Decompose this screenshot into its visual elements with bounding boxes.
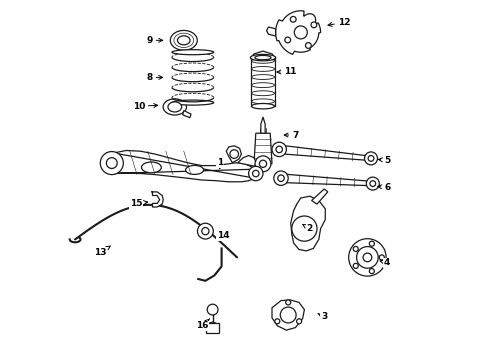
Polygon shape [254, 133, 272, 164]
Circle shape [368, 156, 374, 161]
Ellipse shape [177, 36, 190, 45]
Circle shape [272, 142, 286, 157]
Circle shape [305, 42, 311, 48]
Ellipse shape [142, 162, 161, 173]
Circle shape [248, 166, 263, 181]
Polygon shape [312, 189, 328, 204]
Circle shape [252, 170, 259, 177]
Circle shape [259, 160, 267, 167]
Text: 2: 2 [303, 224, 313, 233]
Circle shape [296, 319, 302, 324]
Text: 13: 13 [94, 246, 110, 257]
Circle shape [207, 304, 218, 315]
Circle shape [353, 246, 358, 251]
Ellipse shape [171, 31, 197, 50]
Circle shape [285, 37, 291, 43]
Polygon shape [272, 300, 304, 330]
Ellipse shape [251, 104, 274, 109]
Circle shape [292, 216, 317, 241]
Circle shape [291, 17, 296, 22]
Ellipse shape [255, 55, 271, 60]
Circle shape [294, 26, 307, 39]
Text: 1: 1 [217, 158, 223, 168]
Circle shape [370, 181, 376, 186]
Text: 6: 6 [378, 183, 391, 192]
Circle shape [230, 150, 239, 158]
Circle shape [255, 156, 271, 172]
Circle shape [369, 241, 374, 246]
Ellipse shape [250, 54, 276, 61]
Ellipse shape [163, 99, 187, 115]
Polygon shape [251, 51, 274, 59]
Text: 14: 14 [217, 231, 230, 240]
Polygon shape [291, 196, 325, 251]
Polygon shape [279, 145, 371, 161]
Ellipse shape [172, 50, 214, 55]
Text: 15: 15 [130, 199, 147, 208]
Circle shape [207, 322, 218, 333]
Circle shape [275, 319, 280, 324]
Text: 3: 3 [318, 312, 327, 321]
Polygon shape [267, 27, 275, 36]
Ellipse shape [168, 102, 182, 112]
Text: 11: 11 [277, 68, 296, 77]
Text: 8: 8 [147, 73, 163, 82]
Circle shape [349, 239, 386, 276]
Circle shape [311, 22, 317, 28]
Circle shape [379, 255, 384, 260]
Circle shape [280, 307, 296, 323]
Circle shape [100, 152, 123, 175]
Polygon shape [226, 146, 242, 163]
Circle shape [274, 171, 288, 185]
Circle shape [363, 253, 372, 262]
Text: 12: 12 [328, 18, 350, 27]
Circle shape [357, 247, 378, 268]
Circle shape [365, 152, 377, 165]
Polygon shape [261, 117, 265, 133]
Polygon shape [183, 111, 191, 118]
Circle shape [276, 146, 282, 153]
Text: 10: 10 [133, 102, 158, 111]
Circle shape [353, 264, 358, 269]
Circle shape [202, 228, 209, 235]
Text: 9: 9 [147, 36, 163, 45]
Text: 4: 4 [380, 258, 391, 267]
Text: 5: 5 [378, 156, 391, 165]
Polygon shape [151, 192, 163, 207]
Ellipse shape [186, 165, 204, 174]
Polygon shape [275, 11, 320, 54]
Text: 16: 16 [196, 319, 210, 330]
Circle shape [369, 269, 374, 274]
Ellipse shape [172, 100, 214, 105]
Circle shape [278, 175, 284, 181]
Polygon shape [114, 150, 255, 182]
Circle shape [286, 300, 291, 305]
Circle shape [197, 223, 213, 239]
Circle shape [367, 177, 379, 190]
Circle shape [106, 158, 117, 168]
Polygon shape [281, 174, 373, 186]
Polygon shape [238, 156, 256, 166]
Text: 7: 7 [284, 130, 298, 139]
Polygon shape [206, 323, 219, 333]
